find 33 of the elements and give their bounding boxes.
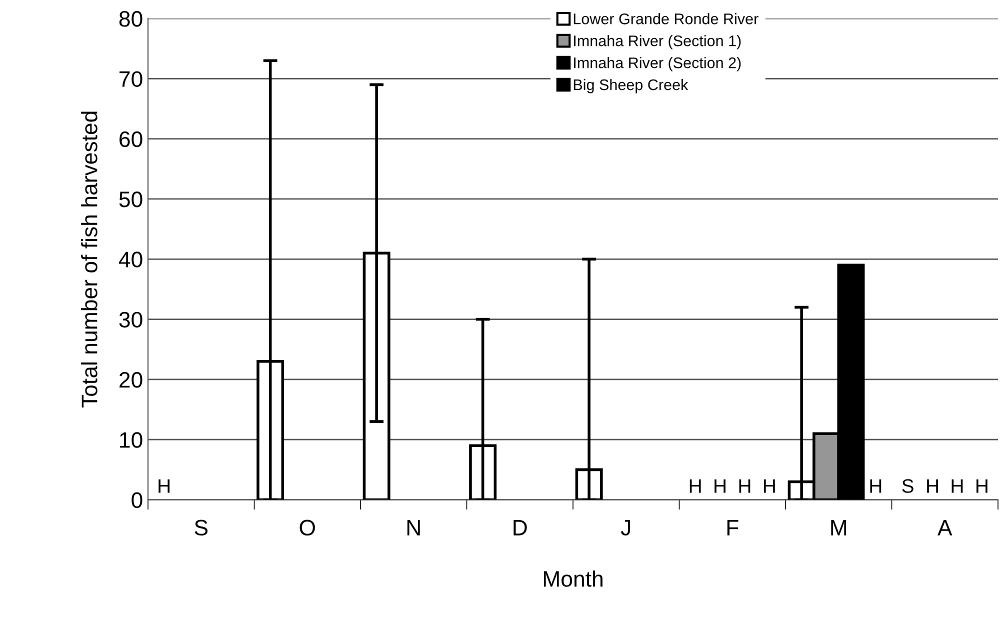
text: H — [690, 479, 701, 493]
y-tick-label: 0 — [132, 492, 142, 508]
text: H — [952, 479, 963, 493]
text: H — [927, 479, 938, 493]
y-tick-label: 30 — [119, 312, 142, 328]
text: H — [739, 479, 750, 493]
x-tick-label: S — [194, 520, 208, 536]
text: H — [976, 479, 988, 493]
legend-label: Imnaha River (Section 2) — [574, 57, 741, 72]
x-axis-title: Month — [544, 570, 602, 587]
y-tick-label: 60 — [120, 131, 142, 148]
y-tick-label: 80 — [119, 11, 142, 27]
text: S — [902, 479, 914, 493]
legend-label: Big Sheep Creek — [574, 78, 688, 94]
y-tick-label: 70 — [120, 71, 142, 87]
text: H — [764, 479, 775, 493]
x-tick-label: O — [300, 520, 315, 536]
y-tick-label: 40 — [118, 252, 142, 268]
x-tick-label: J — [620, 520, 630, 536]
x-tick-label: D — [514, 520, 527, 536]
x-tick-label: N — [407, 520, 420, 536]
y-tick-label: 10 — [120, 432, 142, 448]
y-tick-label: 50 — [119, 192, 142, 208]
legend-label: Imnaha River (Section 1) — [574, 35, 741, 50]
text: H — [714, 479, 726, 493]
x-tick-label: F — [727, 520, 738, 536]
x-tick-label: A — [938, 520, 952, 536]
legend-label: Lower Grande Ronde River — [574, 13, 758, 24]
text: H — [158, 479, 170, 493]
y-tick-label: 20 — [120, 372, 142, 388]
y-axis-title: Total number of fish harvested — [81, 112, 98, 408]
x-tick-label: M — [831, 520, 846, 536]
text: H — [870, 479, 882, 493]
